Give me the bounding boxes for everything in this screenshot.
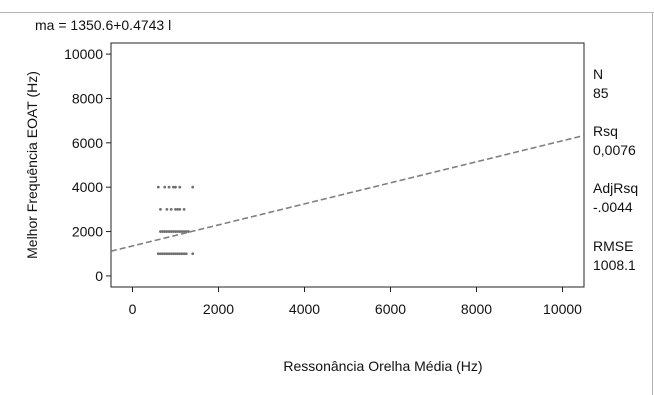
data-point bbox=[184, 252, 188, 256]
chart-title: ma = 1350.6+0.4743 l bbox=[35, 17, 171, 33]
data-point bbox=[165, 207, 169, 211]
data-point bbox=[165, 230, 169, 233]
data-point bbox=[178, 252, 182, 256]
data-point bbox=[159, 207, 162, 211]
data-point bbox=[176, 207, 180, 211]
data-point bbox=[167, 230, 171, 233]
stat-value: 0,0076 bbox=[593, 142, 636, 158]
data-point bbox=[178, 207, 182, 211]
data-point bbox=[163, 252, 167, 256]
data-point bbox=[159, 230, 162, 233]
y-tick-label: 4000 bbox=[72, 179, 103, 195]
data-point bbox=[167, 185, 171, 189]
x-tick-label: 8000 bbox=[461, 301, 492, 317]
data-point bbox=[163, 185, 167, 189]
data-point bbox=[174, 185, 177, 189]
data-point bbox=[180, 252, 184, 256]
data-point bbox=[176, 230, 180, 233]
y-tick-label: 6000 bbox=[72, 135, 103, 151]
stat-label: RMSE bbox=[593, 238, 633, 254]
data-point bbox=[156, 252, 160, 256]
data-point bbox=[180, 230, 184, 233]
stat-label: AdjRsq bbox=[593, 180, 638, 196]
data-point bbox=[182, 230, 186, 233]
y-tick-label: 8000 bbox=[72, 90, 103, 106]
x-tick-label: 10000 bbox=[543, 301, 582, 317]
data-point bbox=[174, 252, 177, 256]
data-point bbox=[167, 252, 171, 256]
data-point bbox=[171, 252, 175, 256]
stat-label: N bbox=[593, 66, 603, 82]
stat-label: Rsq bbox=[593, 123, 618, 139]
data-point bbox=[182, 252, 186, 256]
data-point bbox=[169, 230, 173, 233]
data-point bbox=[163, 230, 167, 233]
x-tick-label: 4000 bbox=[289, 301, 320, 317]
data-point bbox=[191, 252, 195, 256]
data-point bbox=[169, 207, 173, 211]
data-point bbox=[169, 252, 173, 256]
data-point bbox=[178, 230, 182, 233]
y-tick-label: 2000 bbox=[72, 224, 103, 240]
data-point bbox=[174, 230, 177, 233]
stat-value: 1008.1 bbox=[593, 257, 636, 273]
data-point bbox=[191, 185, 195, 189]
y-axis-label: Melhor Frequência EOAT (Hz) bbox=[24, 71, 40, 259]
data-point bbox=[161, 230, 165, 233]
data-point bbox=[174, 207, 177, 211]
y-tick-label: 0 bbox=[95, 268, 103, 284]
data-point bbox=[156, 185, 160, 189]
data-point bbox=[176, 252, 180, 256]
regression-line bbox=[110, 134, 585, 252]
x-tick-label: 0 bbox=[129, 301, 137, 317]
data-point bbox=[171, 185, 175, 189]
data-point bbox=[182, 207, 186, 211]
data-point bbox=[171, 230, 175, 233]
data-point bbox=[165, 252, 169, 256]
stat-value: -.0044 bbox=[593, 199, 633, 215]
frame-right-border bbox=[652, 12, 653, 395]
x-axis-label: Ressonância Orelha Média (Hz) bbox=[283, 358, 482, 374]
data-point bbox=[159, 252, 162, 256]
plot-area bbox=[110, 42, 585, 288]
data-point bbox=[161, 252, 165, 256]
x-tick-label: 2000 bbox=[203, 301, 234, 317]
data-point bbox=[187, 230, 190, 233]
x-tick-label: 6000 bbox=[375, 301, 406, 317]
y-tick-label: 10000 bbox=[64, 46, 103, 62]
stat-value: 85 bbox=[593, 85, 609, 101]
frame-top-border bbox=[0, 12, 654, 13]
data-point bbox=[178, 185, 182, 189]
